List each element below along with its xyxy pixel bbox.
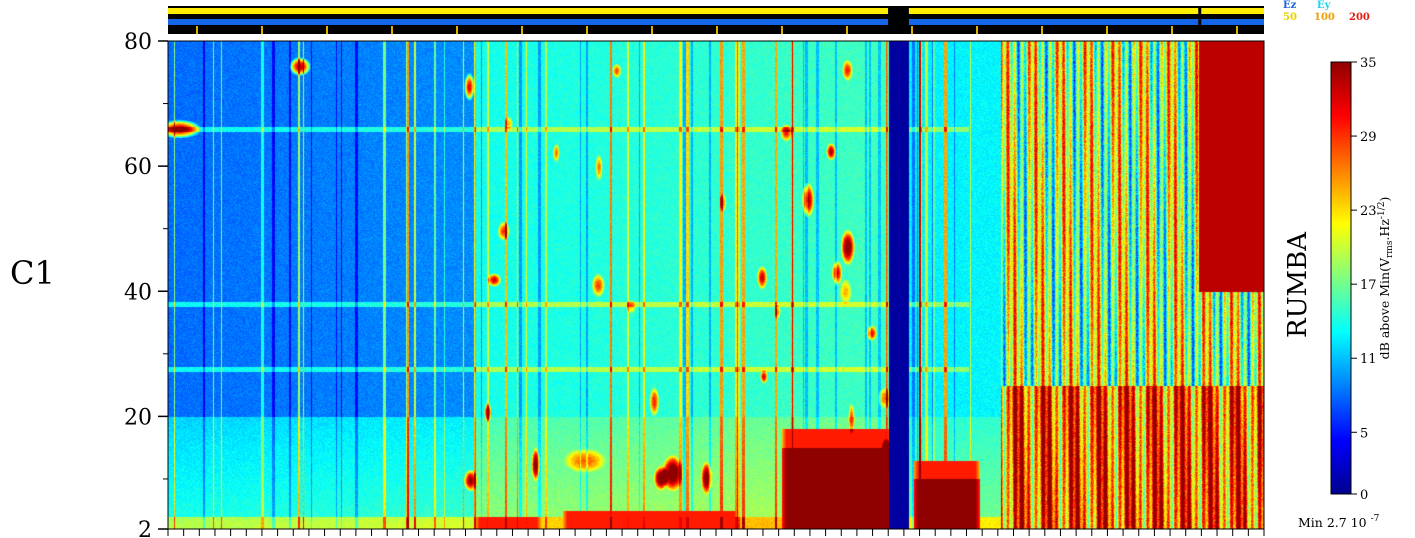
status-tick — [1236, 26, 1238, 34]
status-tick — [456, 26, 458, 34]
colorbar-tick-label: 35 — [1360, 56, 1377, 71]
x-axis — [167, 529, 1265, 536]
legend-ez: Ez — [1283, 0, 1297, 11]
legend-50: 50 — [1283, 12, 1297, 23]
y-tick-label: 60 — [124, 155, 152, 180]
colorbar-min-exponent: -7 — [1371, 514, 1380, 524]
status-band-blue — [168, 19, 1264, 25]
colorbar-tick-label: 23 — [1360, 204, 1377, 219]
status-tick — [911, 26, 913, 34]
status-tick — [326, 26, 328, 34]
status-band-yellow — [168, 8, 1264, 14]
panel-label: C1 — [10, 254, 55, 292]
status-tick — [651, 26, 653, 34]
y-tick-label: 20 — [124, 405, 152, 430]
colorbar-tick-label: 17 — [1360, 278, 1377, 293]
colorbar-min-label: Min 2.7 10 -7 — [1298, 514, 1380, 530]
status-ticks — [196, 26, 1238, 34]
status-bar — [168, 6, 1264, 34]
status-gap-block — [888, 6, 909, 34]
status-tick — [521, 26, 523, 34]
spectrogram-heatmap — [168, 41, 1264, 529]
y-axis: 2 20 40 60 80 — [124, 30, 168, 538]
plot-frame — [167, 40, 1265, 530]
status-tick — [1041, 26, 1043, 34]
status-tick — [976, 26, 978, 34]
y-tick-label: 40 — [124, 280, 152, 305]
status-tick — [391, 26, 393, 34]
status-marker — [1198, 6, 1202, 34]
status-tick — [261, 26, 263, 34]
colorbar: 0 5 11 17 23 29 35 dB above Min(Vrms.Hz-1/2) M… — [1298, 56, 1395, 530]
instrument-label: RUMBA — [1283, 231, 1313, 338]
colorbar-gradient — [1330, 61, 1352, 495]
colorbar-min-text: Min 2.7 10 — [1298, 515, 1367, 530]
colorbar-ticks: 0 5 11 17 23 29 35 — [1351, 56, 1377, 503]
legend-ey: Ey — [1317, 0, 1332, 11]
status-tick — [716, 26, 718, 34]
colorbar-tick-label: 5 — [1360, 426, 1368, 441]
status-tick — [1171, 26, 1173, 34]
status-tick — [196, 26, 198, 34]
status-tick — [781, 26, 783, 34]
status-tick — [586, 26, 588, 34]
y-tick-label: 2 — [138, 518, 152, 538]
status-tick — [1106, 26, 1108, 34]
colorbar-tick-label: 11 — [1360, 352, 1377, 367]
colorbar-tick-label: 29 — [1360, 130, 1377, 145]
y-tick-label: 80 — [124, 30, 152, 55]
status-tick — [846, 26, 848, 34]
legend-100: 100 — [1314, 12, 1335, 23]
colorbar-label: dB above Min(Vrms.Hz-1/2) — [1377, 197, 1395, 360]
legend-200: 200 — [1349, 12, 1370, 23]
colorbar-tick-label: 0 — [1360, 488, 1368, 503]
